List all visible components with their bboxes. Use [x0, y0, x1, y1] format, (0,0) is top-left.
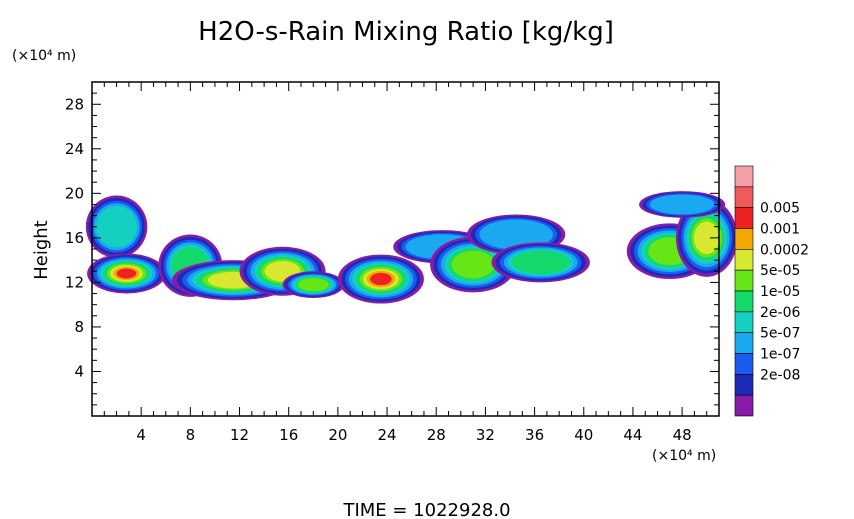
legend-swatch — [734, 311, 754, 333]
x-tick-label: 28 — [427, 426, 446, 444]
rain-cell-12 — [675, 198, 738, 277]
rain-cell-0 — [85, 195, 148, 258]
legend-label: 1e-05 — [760, 284, 800, 300]
time-footer: TIME = 1022928.0 — [342, 500, 510, 519]
y-tick-label: 12 — [65, 273, 84, 291]
x-tick-label: 20 — [328, 426, 347, 444]
rain-cell-13 — [639, 191, 726, 218]
legend-swatch — [734, 269, 754, 292]
legend-swatch — [734, 290, 754, 313]
rain-cell-8 — [430, 236, 517, 293]
rain-cell-5-level-6 — [297, 277, 329, 292]
color-legend: 0.005 0.001 0.0002 5e-05 1e-05 2e-06 5e-07 1e-0… — [734, 165, 809, 417]
rain-cell-10 — [491, 242, 590, 283]
legend-label: 2e-06 — [760, 305, 800, 321]
x-tick-label: 36 — [525, 426, 544, 444]
x-tick-label: 16 — [279, 426, 298, 444]
legend-swatch — [734, 186, 754, 208]
rain-cell-1 — [87, 253, 166, 294]
y-tick-labels: 4 8 12 16 20 24 28 — [65, 95, 84, 380]
legend-swatch — [734, 353, 754, 375]
rain-cell-0-level-4 — [96, 205, 138, 248]
y-tick-label: 28 — [65, 95, 84, 113]
legend-swatch — [734, 207, 754, 229]
chart-title: H2O-s-Rain Mixing Ratio [kg/kg] — [198, 17, 614, 47]
legend-label: 5e-05 — [760, 263, 800, 279]
x-tick-label: 40 — [574, 426, 593, 444]
y-tick-label: 16 — [65, 229, 84, 247]
legend-swatch — [734, 332, 754, 354]
x-tick-label: 48 — [673, 426, 692, 444]
y-axis-label: Height — [31, 220, 52, 280]
x-tick-label: 44 — [623, 426, 642, 444]
x-tick-label: 8 — [186, 426, 196, 444]
x-tick-label: 32 — [476, 426, 495, 444]
legend-label: 0.001 — [760, 222, 800, 238]
y-tick-label: 8 — [74, 318, 84, 336]
legend-label: 1e-07 — [760, 347, 800, 363]
legend-swatch — [734, 394, 754, 417]
rain-cell-6-level-9 — [370, 272, 392, 286]
rain-cell-1-level-9 — [116, 268, 137, 279]
legend-swatch — [734, 249, 754, 271]
x-tick-label: 12 — [230, 426, 249, 444]
axis-ticks — [92, 82, 719, 416]
y-tick-label: 4 — [74, 362, 84, 380]
rain-cell-12-level-7 — [693, 221, 720, 255]
heatmap-field — [85, 191, 738, 304]
legend-swatch — [734, 228, 754, 250]
legend-label: 0.005 — [760, 201, 800, 217]
legend-swatch — [734, 165, 754, 188]
rain-cell-9-level-3 — [479, 219, 554, 250]
legend-label: 0.0002 — [760, 242, 809, 258]
rain-cell-10-level-5 — [512, 250, 570, 275]
x-tick-labels: 4 8 12 16 20 24 28 32 36 40 44 48 — [136, 426, 691, 444]
legend-label: 5e-07 — [760, 326, 800, 342]
y-tick-label: 24 — [65, 140, 84, 158]
rain-cell-13-level-3 — [649, 194, 715, 215]
rain-cell-8-level-6 — [451, 250, 495, 279]
rain-cell-5 — [282, 271, 345, 298]
rain-cell-6 — [337, 254, 424, 304]
y-tick-label: 20 — [65, 184, 84, 202]
x-axis-unit: (×10⁴ m) — [652, 448, 716, 464]
y-axis-unit: (×10⁴ m) — [12, 48, 76, 64]
legend-swatch — [734, 374, 754, 396]
legend-label: 2e-08 — [760, 367, 800, 383]
x-tick-label: 4 — [136, 426, 146, 444]
x-tick-label: 24 — [378, 426, 397, 444]
